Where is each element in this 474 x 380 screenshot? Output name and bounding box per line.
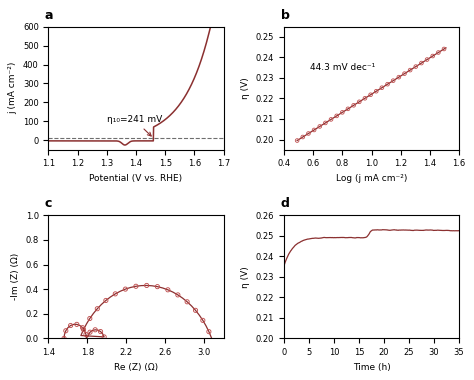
Point (143, 282, 150, 288)
Point (82, 331, 90, 337)
X-axis label: Log (j mA cm⁻²): Log (j mA cm⁻²) (336, 174, 407, 183)
Point (423, 57, 431, 63)
Point (132, 283, 140, 289)
Point (350, 102, 357, 108)
Point (305, 130, 312, 136)
Point (293, 138, 301, 144)
Text: a: a (45, 9, 54, 22)
X-axis label: Re (Z) (Ω): Re (Z) (Ω) (114, 363, 158, 372)
Point (199, 317, 207, 323)
Point (378, 85, 386, 91)
Point (73, 321, 81, 328)
Point (406, 67, 414, 73)
Point (401, 71, 408, 77)
Point (164, 287, 172, 293)
Text: 44.3 mV dec⁻¹: 44.3 mV dec⁻¹ (310, 63, 375, 72)
Point (435, 49, 442, 55)
Text: b: b (281, 9, 290, 22)
Point (60, 335, 68, 341)
Point (111, 291, 119, 297)
Point (440, 46, 448, 52)
Text: η₁₀=241 mV: η₁₀=241 mV (107, 115, 162, 136)
Point (321, 120, 329, 126)
Point (67, 323, 74, 329)
Point (384, 81, 392, 87)
Point (333, 113, 340, 119)
Point (418, 60, 425, 66)
Point (299, 134, 307, 140)
Point (86, 329, 94, 335)
Point (338, 109, 346, 116)
Point (97, 329, 104, 335)
Point (91, 327, 99, 333)
Point (373, 88, 380, 94)
Point (86, 315, 93, 321)
Point (122, 286, 129, 292)
Point (102, 298, 109, 304)
Point (412, 63, 419, 70)
Point (192, 307, 200, 314)
Point (80, 326, 87, 332)
Point (183, 299, 191, 305)
Point (344, 106, 352, 112)
Point (79, 325, 86, 331)
Point (356, 99, 363, 105)
Y-axis label: η (V): η (V) (241, 266, 250, 288)
Point (62, 328, 70, 334)
Y-axis label: -Im (Z) (Ω): -Im (Z) (Ω) (11, 253, 20, 301)
Point (310, 127, 318, 133)
Text: c: c (45, 197, 52, 211)
Point (361, 95, 369, 101)
Point (429, 53, 437, 59)
X-axis label: Potential (V vs. RHE): Potential (V vs. RHE) (90, 174, 182, 183)
Point (205, 329, 213, 335)
Point (395, 74, 402, 80)
Text: d: d (281, 197, 290, 211)
Point (154, 283, 161, 290)
Point (327, 116, 335, 122)
X-axis label: Time (h): Time (h) (353, 363, 391, 372)
Y-axis label: η (V): η (V) (241, 78, 250, 99)
Point (367, 92, 374, 98)
Point (316, 124, 324, 130)
Point (174, 292, 182, 298)
Y-axis label: j (mA cm⁻²): j (mA cm⁻²) (9, 62, 18, 114)
Point (93, 306, 101, 312)
Point (390, 78, 397, 84)
Point (100, 334, 108, 340)
